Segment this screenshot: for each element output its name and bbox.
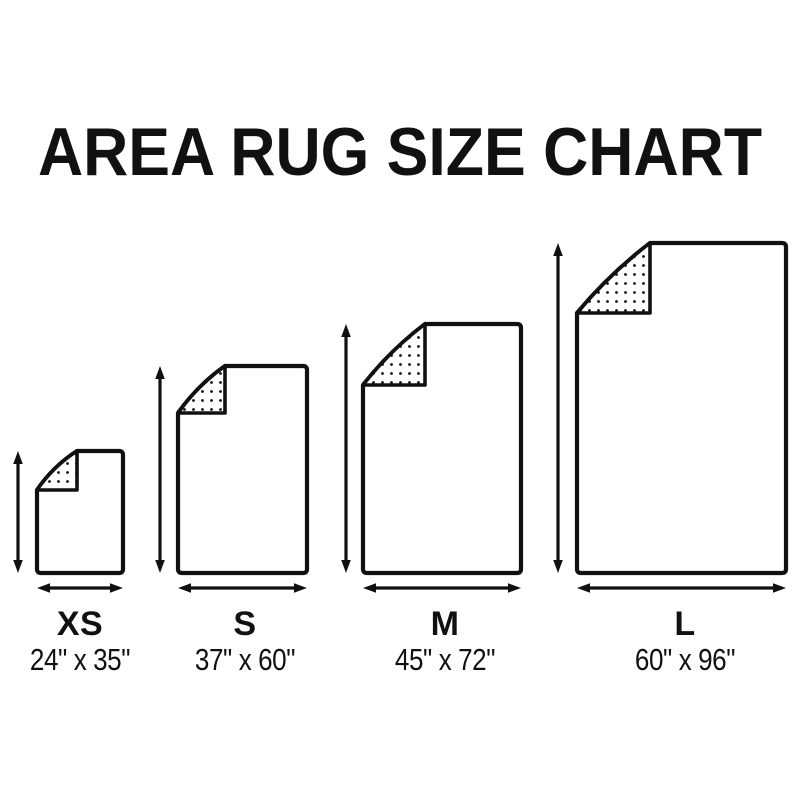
size-label-m: M xyxy=(430,605,460,643)
rug-xs-folded-corner-icon xyxy=(35,449,79,492)
size-label-l: L xyxy=(674,605,696,643)
rug-xs-group xyxy=(13,448,126,593)
size-label-xs: XS xyxy=(56,605,104,643)
rug-s-width-arrow-icon xyxy=(178,583,307,593)
rug-m-group xyxy=(341,321,524,593)
page-title: AREA RUG SIZE CHART xyxy=(37,114,763,190)
size-dimensions-s: 37" x 60" xyxy=(194,642,296,677)
rug-s-height-arrow-icon xyxy=(155,366,165,573)
size-group-m: M 45" x 72" xyxy=(335,605,555,677)
rug-l-group xyxy=(553,240,789,593)
rug-l-height-arrow-icon xyxy=(553,243,563,573)
rug-m-height-arrow-icon xyxy=(341,324,351,573)
size-label-s: S xyxy=(233,605,257,643)
rug-xs-height-arrow-icon xyxy=(13,451,23,573)
size-dimensions-l: 60" x 96" xyxy=(634,642,736,677)
rug-m-folded-corner-icon xyxy=(361,322,427,387)
rug-xs-shape xyxy=(34,448,126,576)
size-group-xs: XS 24" x 35" xyxy=(0,605,190,677)
rug-m-width-arrow-icon xyxy=(363,583,521,593)
rug-l-width-arrow-icon xyxy=(577,583,786,593)
rug-s-group xyxy=(155,363,310,593)
size-dimensions-m: 45" x 72" xyxy=(394,642,496,677)
rug-l-folded-corner-icon xyxy=(575,241,652,315)
size-dimensions-xs: 24" x 35" xyxy=(29,642,131,677)
rug-s-folded-corner-icon xyxy=(176,364,227,415)
size-group-l: L 60" x 96" xyxy=(575,605,795,677)
size-group-s: S 37" x 60" xyxy=(135,605,355,677)
rug-xs-width-arrow-icon xyxy=(37,583,123,593)
